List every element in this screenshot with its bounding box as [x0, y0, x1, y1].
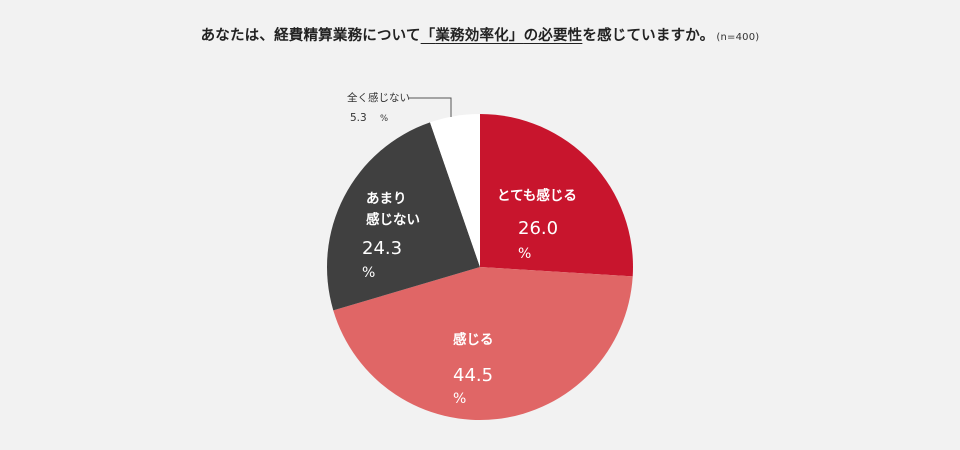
slice-label-line: あまり [366, 191, 407, 207]
slice-value-not-at-all: 5.3 [350, 112, 367, 124]
slice-label-line: 感じる [453, 331, 494, 348]
pie-slice-not-much [327, 122, 480, 311]
slice-label-line: 感じない [366, 211, 420, 228]
slice-value-very-much: 26.0 [518, 218, 558, 239]
slice-value-somewhat: 44.5 [453, 365, 493, 386]
slice-value-not-much: 24.3 [362, 238, 402, 259]
pie-slice-somewhat [333, 267, 633, 420]
pie-slice-not-at-all [430, 114, 480, 267]
title-necessity: の必要性 [523, 28, 583, 44]
pie-slice-very-much [480, 114, 633, 277]
slice-label-somewhat: 感じる [453, 331, 494, 348]
slice-label-very-much: とても感じる [497, 187, 577, 204]
slice-unit-not-at-all: % [380, 114, 388, 124]
leader-line-not-at-all [409, 97, 452, 117]
slice-label-not-at-all: 全く感じない [347, 91, 410, 104]
title-highlight: 業務効率化 [435, 28, 509, 44]
title-emphasis: 「業務効率化」 [421, 28, 524, 44]
slice-unit-somewhat: % [453, 391, 466, 407]
pie-slices [327, 114, 633, 420]
slice-label-not-much: あまり感じない [366, 191, 420, 228]
title-bracket-open: 「 [420, 28, 436, 44]
chart-title: あなたは、経費精算業務について「業務効率化」の必要性を感じていますか。 (n=40… [0, 24, 960, 45]
title-suffix: を感じていますか。 [582, 28, 715, 44]
slice-unit-not-much: % [362, 265, 375, 281]
title-prefix: あなたは、経費精算業務について [200, 28, 421, 44]
title-bracket-close: 」 [508, 28, 524, 44]
slice-label-line: とても感じる [497, 187, 577, 204]
pie-labels: とても感じる 26.0% 感じる 44.5% あまり感じない 24.3% 全く感じない 5.3… [347, 91, 577, 407]
sample-size: (n=400) [716, 32, 760, 43]
slice-unit-very-much: % [518, 246, 531, 262]
